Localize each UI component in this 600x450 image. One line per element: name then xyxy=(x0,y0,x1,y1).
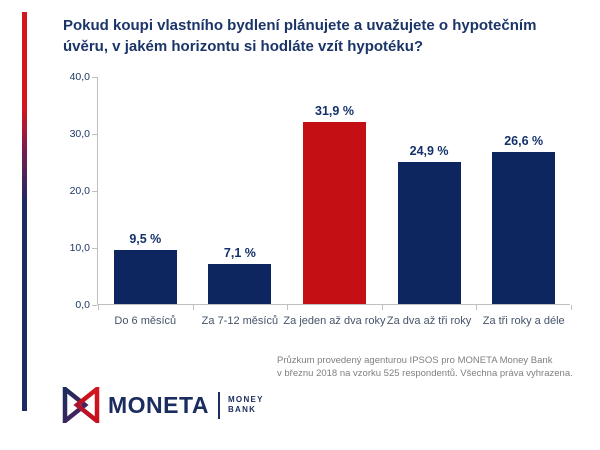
y-axis-label: 30,0 xyxy=(69,127,90,140)
chart-bar xyxy=(492,152,556,304)
logo-subtitle-line1: MONEY xyxy=(227,395,264,404)
y-axis-tick xyxy=(92,134,97,135)
x-axis-tick xyxy=(571,305,572,310)
x-axis-tick xyxy=(287,305,289,310)
y-axis-label: 20,0 xyxy=(69,184,90,197)
y-axis-label: 10,0 xyxy=(69,241,90,254)
chart-bar xyxy=(113,249,177,304)
chart-bar xyxy=(397,162,461,304)
x-axis-tick xyxy=(192,305,194,310)
chart-bar xyxy=(303,122,366,304)
y-axis-label: 0,0 xyxy=(75,298,90,311)
bar-value-label: 7,1 % xyxy=(223,245,256,260)
bar-value-label: 9,5 % xyxy=(129,231,162,246)
x-axis-tick xyxy=(476,305,478,310)
chart-title: Pokud koupi vlastního bydlení plánujete … xyxy=(63,15,568,57)
logo-divider xyxy=(217,391,220,419)
plot-area: 0,0 10,0 20,0 30,0 40,0 9,5 % Do 6 měsíců 7,1 %… xyxy=(70,71,572,327)
bar-value-label: 31,9 % xyxy=(315,104,354,119)
logo-subtitle-line2: BANK xyxy=(227,405,257,414)
moneta-logo: MONETA MONEY BANK xyxy=(62,387,264,423)
logo-subtitle: MONEY BANK xyxy=(228,395,264,415)
y-axis-tick xyxy=(92,305,97,306)
x-axis-label: Za dva až tři roky xyxy=(386,315,472,327)
y-axis-label: 40,0 xyxy=(69,70,90,83)
footnote: Průzkum provedený agenturou IPSOS pro MO… xyxy=(277,355,573,380)
bar-value-label: 26,6 % xyxy=(504,134,544,149)
y-axis-tick xyxy=(92,248,97,249)
chart-title-line2: úvěru, v jakém horizontu si hodláte vzít… xyxy=(63,38,424,55)
x-axis-label: Za 7-12 měsíců xyxy=(201,315,279,327)
chart-title-line1: Pokud koupi vlastního bydlení plánujete … xyxy=(63,17,537,34)
x-axis-label: Do 6 měsíců xyxy=(114,315,177,327)
x-axis-label: Za tři roky a déle xyxy=(482,315,565,327)
logo-brand-name: MONETA xyxy=(108,391,209,418)
footnote-line2: v březnu 2018 na vzorku 525 respondentů.… xyxy=(277,367,573,379)
y-axis-tick xyxy=(92,77,97,78)
footnote-line1: Průzkum provedený agenturou IPSOS pro MO… xyxy=(277,355,553,366)
moneta-m-icon xyxy=(62,387,100,423)
x-axis-label: Za jeden až dva roky xyxy=(283,315,386,327)
y-axis-tick xyxy=(92,191,97,192)
chart-bar xyxy=(208,263,272,304)
x-axis-tick xyxy=(381,305,383,310)
x-axis-tick xyxy=(98,305,99,310)
accent-stripe xyxy=(22,12,27,411)
bar-value-label: 24,9 % xyxy=(409,144,449,159)
